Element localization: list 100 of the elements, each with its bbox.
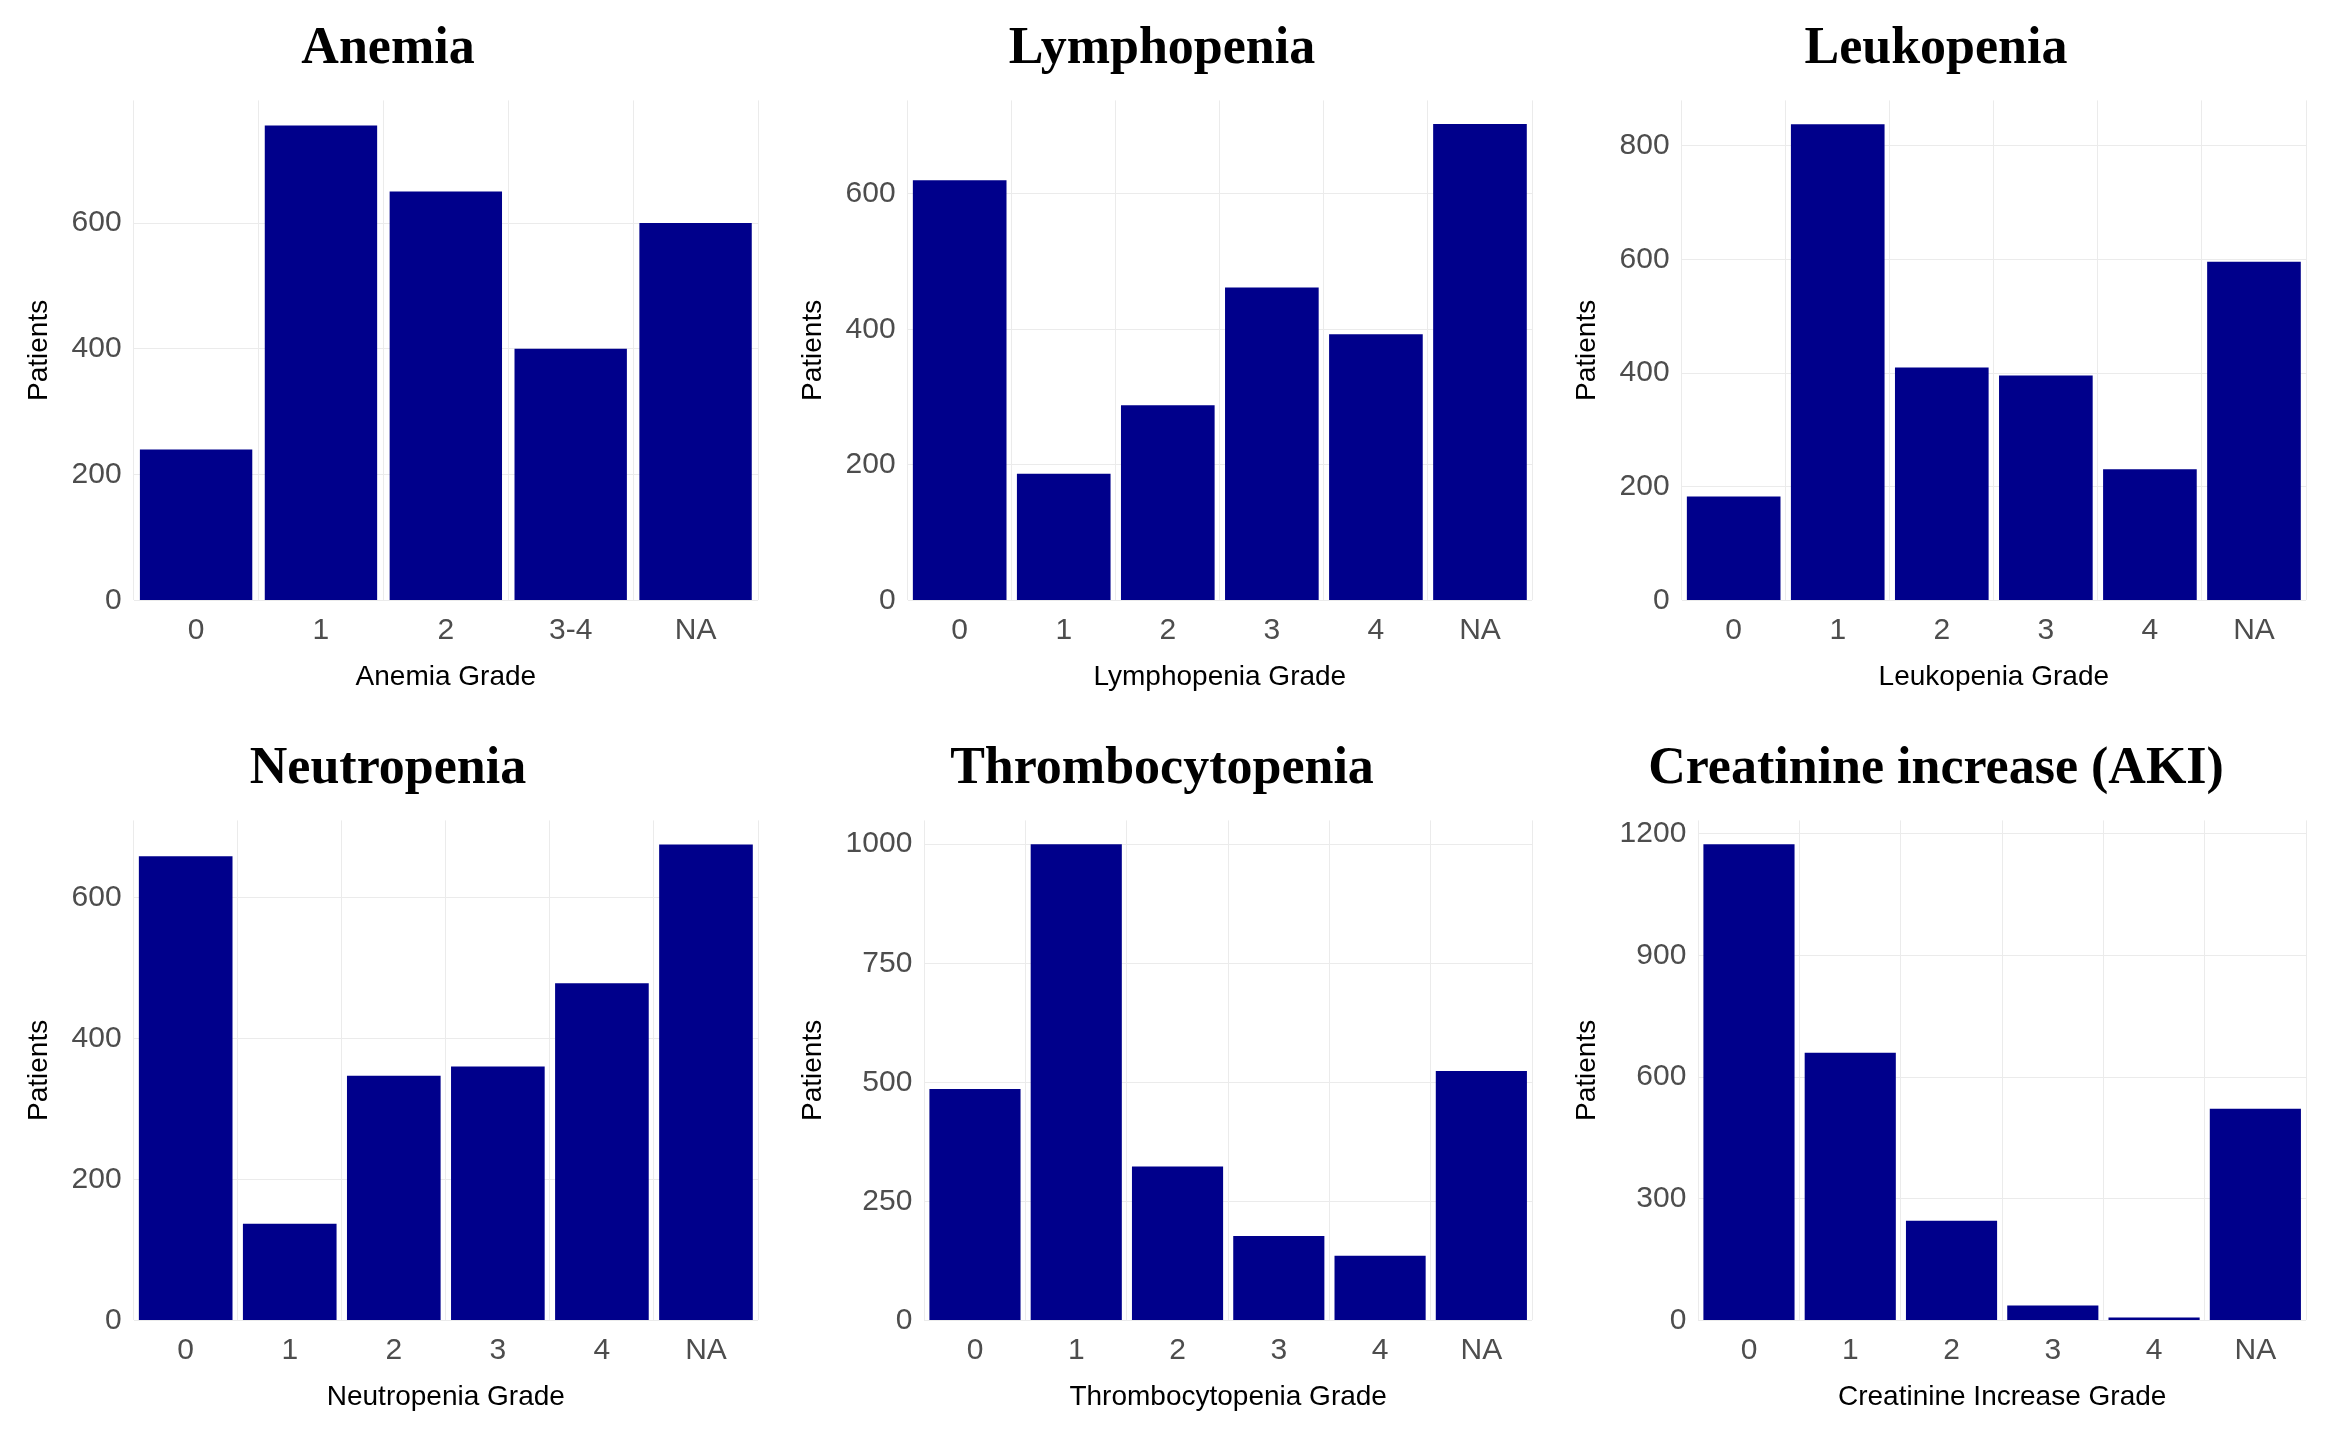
x-tick-label: 4 <box>1371 1331 1389 1365</box>
x-axis-title: Leukopenia Grade <box>1878 659 2110 691</box>
y-tick-label: 200 <box>71 455 122 489</box>
bar <box>389 191 503 600</box>
y-tick-label: 600 <box>845 175 896 209</box>
y-tick-label: 600 <box>1619 240 1670 274</box>
y-tick-label: 0 <box>104 1301 122 1335</box>
bar <box>1894 367 1989 600</box>
x-tick-label: 4 <box>593 1331 611 1365</box>
x-tick-label: NA <box>2233 611 2275 645</box>
bar <box>1131 1166 1224 1320</box>
x-tick-label: 0 <box>177 1331 195 1365</box>
x-tick-label: 2 <box>1169 1331 1186 1365</box>
bar <box>1703 844 1795 1320</box>
x-tick-label: 3 <box>1263 611 1281 645</box>
bar <box>1233 1236 1325 1320</box>
bar <box>242 1223 337 1320</box>
x-tick-label: 4 <box>2145 1331 2163 1365</box>
y-axis-title: Patients <box>21 1019 53 1121</box>
y-tick-label: 1000 <box>845 825 913 859</box>
y-axis-title: Patients <box>795 1019 827 1121</box>
x-tick-label: 0 <box>1725 611 1743 645</box>
x-tick-label: 2 <box>1943 1331 1960 1365</box>
x-tick-label: 4 <box>2141 611 2159 645</box>
bar <box>514 348 627 600</box>
x-tick-label: NA <box>1459 611 1501 645</box>
x-tick-label: NA <box>1460 1331 1503 1365</box>
y-tick-label: 800 <box>1619 127 1670 161</box>
chart-title: Leukopenia <box>1804 16 2068 74</box>
bar <box>1804 1052 1896 1320</box>
bar <box>1334 1255 1426 1320</box>
x-tick-label: 2 <box>1933 611 1951 645</box>
x-axis-title: Anemia Grade <box>355 659 537 691</box>
bar <box>1905 1220 1998 1320</box>
x-axis-title: Creatinine Increase Grade <box>1837 1379 2167 1411</box>
x-tick-label: 0 <box>1740 1331 1758 1365</box>
x-tick-label: 1 <box>1841 1331 1859 1365</box>
x-tick-label: NA <box>685 1331 727 1365</box>
x-axis-title: Lymphopenia Grade <box>1093 659 1347 691</box>
y-tick-label: 400 <box>71 330 122 364</box>
bar <box>1435 1070 1527 1320</box>
y-axis-title: Patients <box>1569 1019 1601 1121</box>
bar <box>555 983 649 1320</box>
y-tick-label: 0 <box>1669 1301 1687 1335</box>
bar <box>639 223 752 600</box>
y-tick-label: 600 <box>71 204 122 238</box>
bar <box>2007 1305 2099 1320</box>
bar <box>2103 469 2197 600</box>
y-tick-label: 400 <box>1619 354 1670 388</box>
bar <box>929 1088 1021 1320</box>
bar <box>659 844 753 1320</box>
y-tick-label: 250 <box>862 1182 913 1216</box>
x-tick-label: 2 <box>437 611 455 645</box>
x-tick-label: 1 <box>1829 611 1847 645</box>
bar <box>1790 124 1885 600</box>
y-tick-label: 400 <box>71 1019 122 1053</box>
bar <box>264 125 378 600</box>
x-tick-label: 1 <box>281 1331 299 1365</box>
bar <box>1120 405 1215 600</box>
bar <box>1999 375 2093 600</box>
bar <box>138 856 233 1320</box>
y-tick-label: 400 <box>845 310 896 344</box>
chart-title: Anemia <box>301 16 475 74</box>
x-tick-label: NA <box>2234 1331 2277 1365</box>
y-tick-label: 0 <box>104 581 122 615</box>
x-tick-label: NA <box>674 611 717 645</box>
y-tick-label: 600 <box>71 878 122 912</box>
x-tick-label: 2 <box>385 1331 403 1365</box>
chart-title: Lymphopenia <box>1008 16 1316 74</box>
y-tick-label: 0 <box>1652 581 1670 615</box>
y-tick-label: 750 <box>862 944 913 978</box>
y-tick-label: 200 <box>1619 468 1670 502</box>
x-tick-label: 1 <box>1067 1331 1085 1365</box>
bar <box>1030 844 1122 1320</box>
x-tick-label: 3 <box>2044 1331 2062 1365</box>
y-tick-label: 900 <box>1636 936 1687 970</box>
x-tick-label: 0 <box>187 611 205 645</box>
y-tick-label: 200 <box>845 446 896 480</box>
x-tick-label: 3 <box>489 1331 507 1365</box>
y-axis-title: Patients <box>795 299 827 401</box>
x-tick-label: 3 <box>1270 1331 1288 1365</box>
y-tick-label: 300 <box>1636 1180 1687 1214</box>
y-axis-title: Patients <box>21 299 53 401</box>
y-tick-label: 0 <box>895 1301 913 1335</box>
bar <box>451 1066 545 1320</box>
bar <box>2207 261 2301 600</box>
chart-title: Thrombocytopenia <box>950 736 1374 794</box>
bar <box>346 1075 441 1320</box>
y-tick-label: 200 <box>71 1160 122 1194</box>
x-tick-label: 3 <box>2037 611 2055 645</box>
bar <box>1686 496 1781 600</box>
y-tick-label: 0 <box>878 581 896 615</box>
bar <box>1433 124 1527 600</box>
bar <box>139 449 253 600</box>
bar <box>1016 473 1111 600</box>
x-tick-label: 0 <box>966 1331 984 1365</box>
y-tick-label: 1200 <box>1619 815 1687 849</box>
y-tick-label: 600 <box>1636 1058 1687 1092</box>
x-tick-label: 2 <box>1159 611 1177 645</box>
x-tick-label: 0 <box>951 611 969 645</box>
